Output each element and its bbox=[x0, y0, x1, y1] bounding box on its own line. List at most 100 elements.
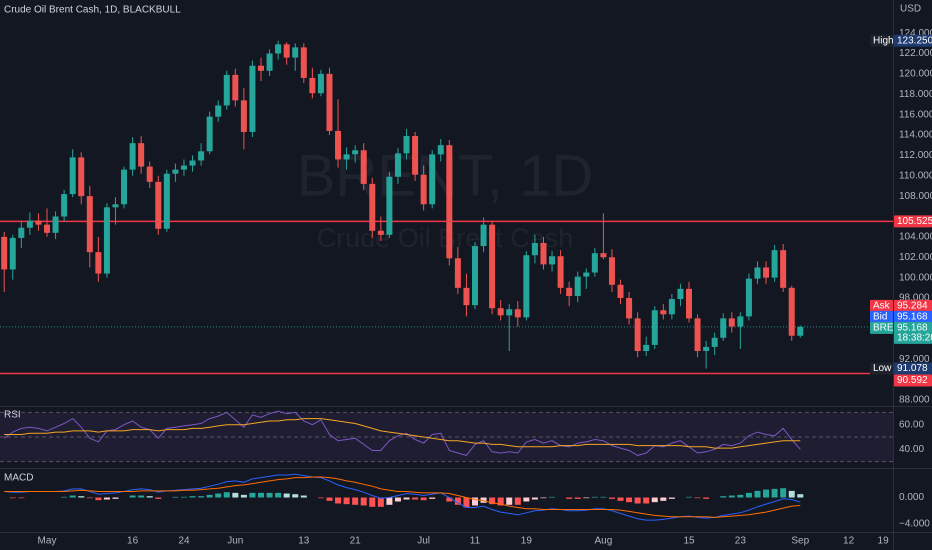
macd-histogram-bar bbox=[480, 497, 487, 503]
candle-body bbox=[292, 47, 299, 58]
macd-histogram-bar bbox=[394, 497, 401, 502]
macd-histogram-bar bbox=[720, 496, 727, 498]
chart-title: Crude Oil Brent Cash, 1D, BLACKBULL bbox=[4, 5, 181, 16]
macd-histogram-bar bbox=[412, 497, 419, 500]
candle-body bbox=[446, 145, 453, 259]
price-badge-text: 105.525 bbox=[897, 216, 932, 227]
macd-histogram-bar bbox=[283, 493, 290, 498]
macd-histogram-bar bbox=[232, 492, 239, 498]
y-tick-label: 88.000 bbox=[899, 395, 930, 406]
macd-histogram-bar bbox=[155, 497, 162, 499]
macd-histogram-bar bbox=[198, 496, 205, 498]
candle-body bbox=[557, 256, 564, 288]
macd-histogram-bar bbox=[343, 497, 350, 505]
x-tick-label: 19 bbox=[878, 536, 890, 547]
macd-histogram-bar bbox=[138, 495, 145, 498]
macd-histogram-bar bbox=[78, 496, 85, 498]
price-badge-text: 95.168 bbox=[897, 323, 928, 334]
macd-histogram-bar bbox=[215, 493, 222, 498]
candle-body bbox=[694, 318, 701, 351]
macd-histogram-bar bbox=[506, 497, 513, 505]
candle-body bbox=[600, 253, 607, 258]
candle-body bbox=[394, 153, 401, 177]
candle-body bbox=[335, 130, 342, 160]
candle-body bbox=[309, 77, 316, 94]
macd-histogram-bar bbox=[180, 496, 187, 498]
macd-histogram-bar bbox=[223, 492, 230, 498]
candle-body bbox=[52, 216, 59, 233]
price-badge-text: 91.078 bbox=[897, 363, 928, 374]
plot-layer bbox=[0, 40, 893, 521]
macd-histogram-bar bbox=[377, 497, 384, 507]
candle-body bbox=[531, 243, 538, 256]
y-tick-label: 118.000 bbox=[899, 89, 932, 100]
macd-histogram-bar bbox=[523, 497, 530, 502]
macd-histogram-bar bbox=[9, 497, 16, 499]
price-badge bbox=[894, 374, 932, 387]
macd-histogram-bar bbox=[591, 496, 598, 498]
y-tick-label: 124.000 bbox=[899, 28, 932, 39]
macd-histogram-bar bbox=[112, 497, 119, 499]
badge-name: High bbox=[873, 35, 894, 46]
candle-body bbox=[566, 287, 573, 296]
macd-histogram-bar bbox=[249, 492, 256, 498]
macd-histogram-bar bbox=[129, 495, 136, 498]
macd-histogram-bar bbox=[429, 497, 436, 499]
candle-body bbox=[300, 47, 307, 78]
macd-histogram-bar bbox=[69, 495, 76, 498]
candle-body bbox=[472, 246, 478, 306]
candle-body bbox=[44, 224, 50, 233]
macd-histogram-bar bbox=[788, 490, 795, 498]
candle-body bbox=[583, 272, 590, 277]
candle-body bbox=[797, 326, 804, 336]
macd-histogram-bar bbox=[497, 497, 504, 506]
rsi-label: RSI bbox=[4, 410, 21, 421]
badge-name: Low bbox=[873, 363, 892, 374]
candle-body bbox=[266, 53, 273, 71]
macd-histogram-bar bbox=[420, 497, 427, 501]
countdown: 18:38:20 bbox=[897, 333, 932, 344]
price-badge bbox=[894, 299, 932, 312]
candle-body bbox=[720, 318, 727, 338]
macd-histogram-bar bbox=[531, 497, 538, 500]
candle-body bbox=[121, 169, 128, 205]
candle-body bbox=[317, 73, 324, 94]
y-tick-label: 104.000 bbox=[899, 232, 932, 243]
macd-histogram-bar bbox=[737, 494, 744, 498]
price-badge-text: 90.592 bbox=[897, 375, 928, 386]
candle-body bbox=[754, 267, 761, 279]
macd-histogram-bar bbox=[660, 497, 667, 501]
candle-body bbox=[703, 346, 710, 351]
candle-body bbox=[275, 44, 282, 54]
macd-histogram-bar bbox=[266, 492, 273, 498]
price-badge bbox=[894, 362, 932, 375]
macd-histogram-bar bbox=[275, 492, 282, 498]
x-tick-label: 11 bbox=[470, 536, 481, 547]
macd-histogram-bar bbox=[360, 497, 367, 506]
candle-body bbox=[608, 257, 615, 285]
rsi-tick-label: 60.00 bbox=[899, 419, 924, 430]
candle-body bbox=[369, 183, 376, 231]
macd-histogram-bar bbox=[189, 496, 196, 498]
candle-body bbox=[420, 174, 427, 205]
candle-body bbox=[788, 287, 795, 336]
macd-histogram-bar bbox=[549, 496, 556, 498]
macd-histogram-bar bbox=[600, 496, 607, 498]
candle-body bbox=[249, 65, 256, 132]
candle-body bbox=[360, 150, 367, 184]
watermark-description: Crude Oil Brent Cash bbox=[317, 223, 574, 253]
candle-body bbox=[651, 310, 658, 345]
candle-body bbox=[429, 154, 436, 205]
candle-body bbox=[677, 288, 684, 300]
macd-histogram-bar bbox=[668, 497, 675, 499]
y-tick-label: 120.000 bbox=[899, 69, 932, 80]
macd-histogram-bar bbox=[292, 494, 299, 498]
y-tick-label: 92.000 bbox=[899, 354, 930, 365]
candle-body bbox=[549, 256, 556, 265]
x-tick-label: Aug bbox=[595, 536, 613, 547]
macd-histogram-bar bbox=[317, 497, 324, 499]
x-tick-label: 24 bbox=[178, 536, 190, 547]
macd-histogram-bar bbox=[745, 492, 752, 498]
y-tick-label: 98.000 bbox=[899, 293, 930, 304]
price-badge bbox=[894, 310, 932, 323]
